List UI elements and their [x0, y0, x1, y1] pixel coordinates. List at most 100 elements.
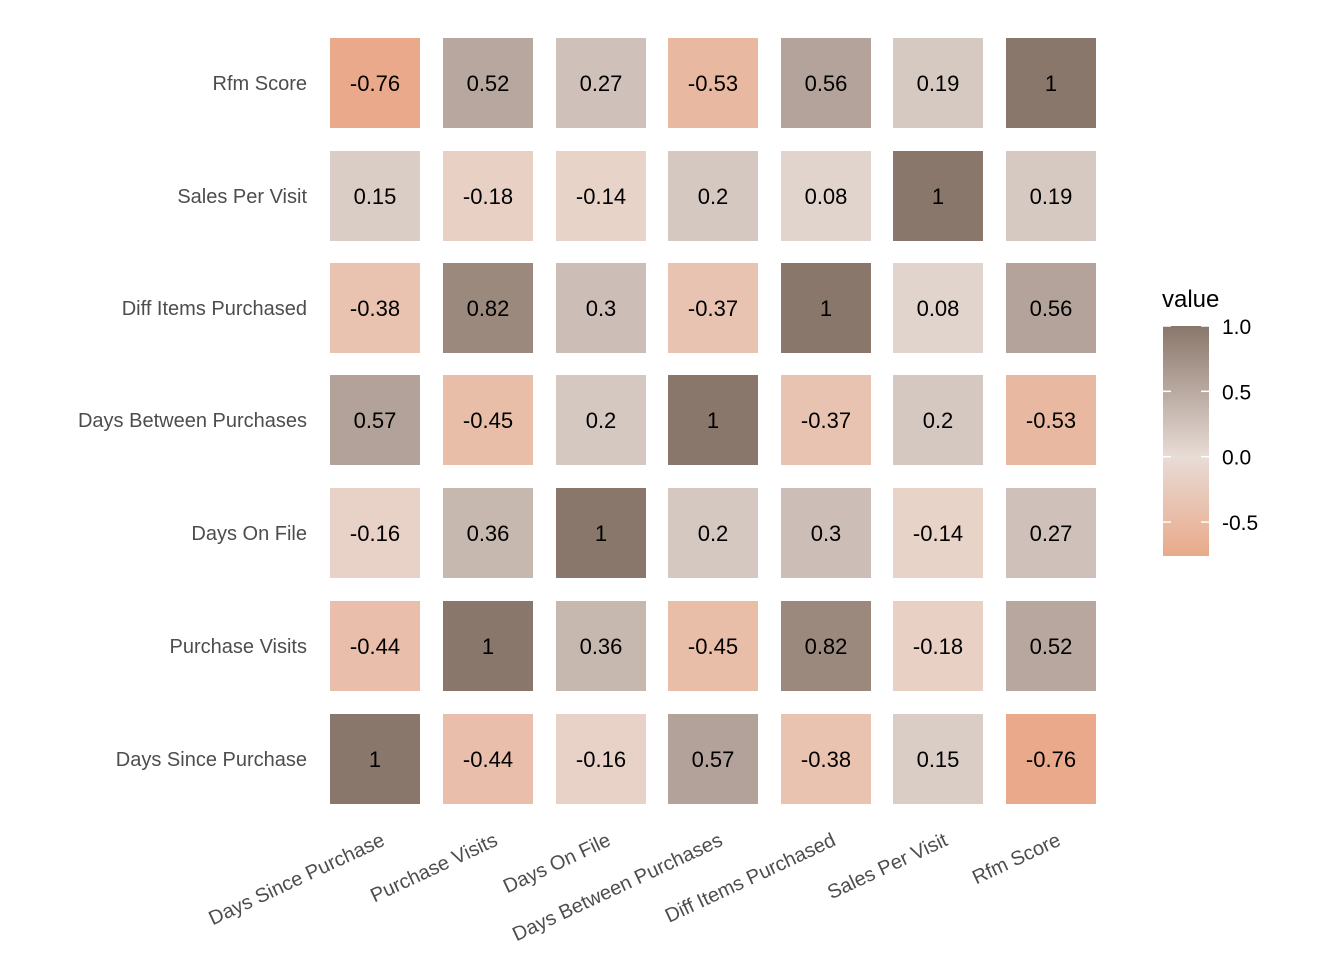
cell-value-label: 1	[707, 408, 719, 433]
y-axis-labels: Days Since Purchase Purchase Visits Days O…	[78, 73, 307, 771]
heatmap-cell	[1006, 488, 1096, 578]
y-tick-label: Days On File	[191, 523, 307, 545]
cell-value-label: 0.2	[923, 408, 954, 433]
legend-colorbar	[1163, 326, 1209, 556]
y-tick-label: Diff Items Purchased	[122, 298, 307, 320]
legend-tick-label: 1.0	[1222, 316, 1251, 339]
heatmap-cell	[781, 263, 871, 353]
y-tick-label: Days Between Purchases	[78, 410, 307, 432]
color-legend: value 1.0 0.5 0.0 -0.5	[1162, 286, 1258, 556]
cell-value-label: -0.18	[463, 184, 513, 209]
cell-value-label: 0.36	[580, 634, 623, 659]
cell-value-label: 0.52	[467, 71, 510, 96]
heatmap-cell	[1006, 601, 1096, 691]
cell-value-label: 0.19	[1030, 184, 1073, 209]
y-tick-label: Days Since Purchase	[116, 749, 307, 771]
cell-value-label: -0.45	[688, 634, 738, 659]
heatmap-cell	[443, 375, 533, 465]
legend-tick-label: -0.5	[1222, 512, 1258, 535]
y-tick-label: Sales Per Visit	[177, 186, 307, 208]
heatmap-cell	[781, 151, 871, 241]
x-tick-label: Days Since Purchase	[205, 829, 388, 930]
heatmap-cell	[1006, 263, 1096, 353]
legend-ticks: 1.0 0.5 0.0 -0.5	[1163, 316, 1258, 535]
cell-value-label: 0.57	[354, 408, 397, 433]
heatmap-cell	[893, 38, 983, 128]
cell-value-label: -0.76	[350, 71, 400, 96]
cell-value-label: 0.82	[805, 634, 848, 659]
cell-value-label: 0.2	[698, 184, 729, 209]
heatmap-cell	[556, 488, 646, 578]
heatmap-cell	[668, 263, 758, 353]
heatmap-cell	[443, 263, 533, 353]
cell-value-label: 0.08	[805, 184, 848, 209]
cell-value-label: -0.18	[913, 634, 963, 659]
heatmap-cell	[1006, 38, 1096, 128]
y-tick-label: Rfm Score	[213, 73, 307, 95]
cell-value-label: 1	[482, 634, 494, 659]
heatmap-cell	[668, 601, 758, 691]
heatmap-cell	[668, 38, 758, 128]
heatmap-cell	[556, 151, 646, 241]
heatmap-cell	[781, 488, 871, 578]
heatmap-cell	[556, 601, 646, 691]
heatmap-cell	[1006, 375, 1096, 465]
heatmap-cell	[443, 714, 533, 804]
heatmap-cell	[893, 375, 983, 465]
cell-value-label: -0.38	[801, 747, 851, 772]
cell-value-label: 1	[932, 184, 944, 209]
cell-value-label: -0.37	[688, 296, 738, 321]
cell-value-label: 0.2	[698, 521, 729, 546]
x-tick-label: Days Between Purchases	[509, 829, 726, 946]
heatmap-cell	[781, 714, 871, 804]
heatmap-cell	[330, 38, 420, 128]
cell-value-label: 0.56	[1030, 296, 1073, 321]
cell-value-label: 1	[820, 296, 832, 321]
cell-value-label: 0.3	[586, 296, 617, 321]
heatmap-cell	[556, 38, 646, 128]
cell-value-label: 0.2	[586, 408, 617, 433]
heatmap-cell	[556, 714, 646, 804]
heatmap-cell	[668, 151, 758, 241]
cell-value-label: 0.08	[917, 296, 960, 321]
heatmap-cell	[781, 38, 871, 128]
heatmap-cell	[668, 488, 758, 578]
heatmap-cell	[893, 601, 983, 691]
heatmap-cell	[893, 263, 983, 353]
cell-value-label: -0.44	[350, 634, 400, 659]
heatmap-cell	[1006, 151, 1096, 241]
heatmap-cell	[330, 151, 420, 241]
heatmap-cell	[443, 151, 533, 241]
cell-value-label: 0.52	[1030, 634, 1073, 659]
cell-value-label: -0.37	[801, 408, 851, 433]
heatmap-cell	[330, 601, 420, 691]
cell-value-label: 1	[595, 521, 607, 546]
cell-value-label: 0.3	[811, 521, 842, 546]
cell-value-label: -0.45	[463, 408, 513, 433]
cell-value-label: -0.16	[350, 521, 400, 546]
heatmap-cell	[893, 488, 983, 578]
cell-value-label: -0.14	[913, 521, 963, 546]
x-tick-label: Purchase Visits	[367, 829, 501, 907]
cell-value-label: 0.15	[354, 184, 397, 209]
heatmap-cell	[893, 151, 983, 241]
cell-value-label: 0.27	[1030, 521, 1073, 546]
heatmap-cell	[443, 601, 533, 691]
cell-value-label: -0.16	[576, 747, 626, 772]
heatmap-cells: 1 -0.44 -0.16 0.57 -0.38 0.15 -0.76 -0.44 1 0.36 -…	[330, 38, 1096, 804]
legend-tick-label: 0.5	[1222, 381, 1251, 404]
cell-value-label: 0.82	[467, 296, 510, 321]
heatmap-cell	[556, 263, 646, 353]
heatmap-cell	[1006, 714, 1096, 804]
cell-value-label: 0.36	[467, 521, 510, 546]
heatmap-cell	[443, 38, 533, 128]
cell-value-label: -0.44	[463, 747, 513, 772]
cell-value-label: 0.56	[805, 71, 848, 96]
heatmap-cell	[668, 714, 758, 804]
heatmap-cell	[443, 488, 533, 578]
legend-tick-label: 0.0	[1222, 447, 1251, 470]
heatmap-cell	[556, 375, 646, 465]
x-tick-label: Sales Per Visit	[824, 829, 951, 904]
